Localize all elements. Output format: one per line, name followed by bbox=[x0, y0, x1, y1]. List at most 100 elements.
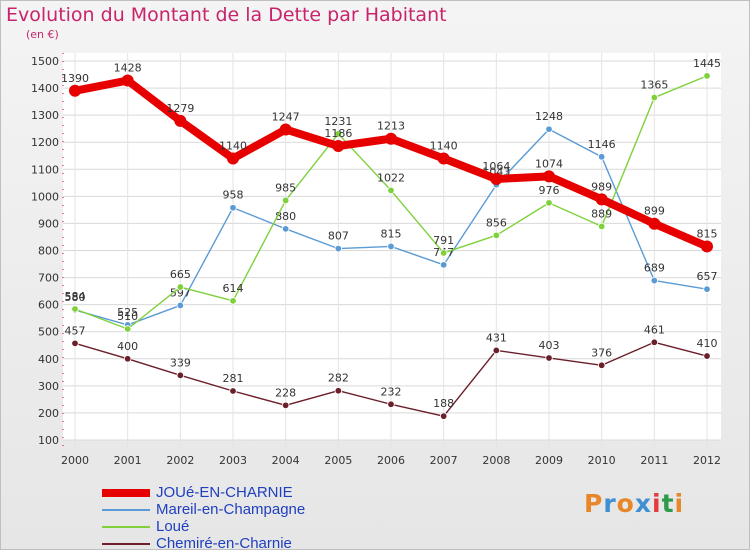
data-label: 1445 bbox=[693, 57, 721, 70]
x-tick-label: 2010 bbox=[588, 454, 616, 467]
data-point bbox=[650, 276, 659, 285]
data-point bbox=[545, 354, 553, 362]
data-point bbox=[545, 125, 553, 133]
data-point bbox=[176, 283, 185, 291]
chart-subtitle: (en €) bbox=[26, 28, 59, 41]
data-label: 525 bbox=[117, 306, 138, 319]
data-label: 1140 bbox=[430, 139, 458, 152]
data-label: 580 bbox=[65, 291, 86, 304]
legend-label-mareil: Mareil-en-Champagne bbox=[156, 501, 306, 518]
data-label: 1247 bbox=[272, 110, 300, 123]
legend-label-joue: JOUé-EN-CHARNIE bbox=[156, 484, 293, 501]
data-point bbox=[387, 186, 395, 195]
data-label: 457 bbox=[65, 324, 86, 337]
data-point bbox=[597, 153, 606, 161]
data-label: 228 bbox=[275, 386, 296, 399]
legend-item-chemire: Chemiré-en-Charnie bbox=[102, 535, 305, 552]
data-point bbox=[439, 412, 448, 420]
logo-letter: t bbox=[661, 489, 675, 518]
data-point bbox=[281, 225, 290, 233]
data-label: 1186 bbox=[324, 127, 352, 140]
data-point bbox=[71, 339, 79, 348]
y-tick-label: 800 bbox=[38, 245, 59, 258]
data-point bbox=[650, 338, 659, 346]
data-label: 976 bbox=[539, 184, 560, 197]
data-point bbox=[703, 72, 711, 80]
data-point bbox=[387, 400, 395, 408]
data-point bbox=[437, 152, 450, 165]
data-label: 889 bbox=[591, 207, 612, 220]
data-point bbox=[492, 231, 501, 240]
legend-item-loue: Loué bbox=[102, 518, 305, 535]
data-point bbox=[69, 84, 81, 97]
logo-letter: r bbox=[603, 489, 617, 518]
data-point bbox=[281, 196, 290, 205]
legend-swatch-chemire bbox=[102, 542, 150, 545]
data-point bbox=[334, 130, 343, 138]
data-label: 403 bbox=[539, 339, 560, 352]
data-point bbox=[332, 140, 345, 153]
y-tick-label: 1300 bbox=[31, 109, 59, 122]
y-tick-label: 500 bbox=[38, 326, 59, 339]
data-label: 1213 bbox=[377, 120, 405, 133]
data-point bbox=[334, 244, 343, 253]
data-label: 188 bbox=[433, 397, 454, 410]
y-tick-label: 900 bbox=[38, 217, 59, 230]
data-label: 689 bbox=[644, 262, 665, 275]
data-point bbox=[490, 173, 503, 186]
data-label: 1064 bbox=[482, 160, 510, 173]
logo-letter: P bbox=[584, 489, 604, 518]
data-label: 1231 bbox=[324, 115, 352, 128]
legend-item-mareil: Mareil-en-Champagne bbox=[102, 501, 305, 518]
data-label: 1365 bbox=[640, 79, 668, 92]
x-tick-label: 2003 bbox=[219, 454, 247, 467]
data-label: 958 bbox=[223, 189, 244, 202]
data-point bbox=[650, 93, 659, 102]
y-tick-label: 700 bbox=[38, 272, 59, 285]
data-label: 985 bbox=[275, 181, 296, 194]
x-tick-label: 2009 bbox=[535, 454, 563, 467]
chart-legend: JOUé-EN-CHARNIE Mareil-en-Champagne Loué… bbox=[102, 484, 305, 552]
data-label: 281 bbox=[223, 372, 244, 385]
data-point bbox=[281, 401, 290, 410]
data-label: 657 bbox=[697, 270, 718, 283]
x-tick-label: 2011 bbox=[640, 454, 668, 467]
data-point bbox=[174, 114, 187, 127]
data-label: 1074 bbox=[535, 157, 563, 170]
y-tick-label: 400 bbox=[38, 353, 59, 366]
data-point bbox=[123, 325, 132, 333]
x-tick-label: 2012 bbox=[693, 454, 721, 467]
data-point bbox=[229, 204, 237, 212]
x-tick-label: 2007 bbox=[430, 454, 458, 467]
y-tick-label: 200 bbox=[38, 407, 59, 420]
legend-item-joue: JOUé-EN-CHARNIE bbox=[102, 484, 305, 501]
legend-swatch-loue bbox=[102, 525, 150, 528]
legend-swatch-mareil bbox=[102, 508, 150, 511]
data-point bbox=[597, 222, 606, 231]
x-tick-label: 2008 bbox=[482, 454, 510, 467]
legend-label-loue: Loué bbox=[156, 518, 190, 535]
data-label: 510 bbox=[117, 310, 138, 323]
data-label: 791 bbox=[433, 234, 454, 247]
data-label: 815 bbox=[381, 227, 402, 240]
data-label: 339 bbox=[170, 356, 191, 369]
data-label: 584 bbox=[65, 290, 86, 303]
proxiti-logo: Proxiti bbox=[584, 489, 684, 518]
y-tick-label: 1200 bbox=[31, 136, 59, 149]
legend-swatch-joue bbox=[102, 488, 150, 497]
data-point bbox=[703, 285, 711, 293]
data-point bbox=[701, 240, 713, 253]
data-point bbox=[334, 387, 343, 395]
data-label: 461 bbox=[644, 323, 665, 336]
logo-letter: i bbox=[652, 489, 662, 518]
data-point bbox=[648, 217, 661, 230]
data-label: 376 bbox=[591, 346, 612, 359]
x-tick-label: 2005 bbox=[324, 454, 352, 467]
data-label: 880 bbox=[275, 210, 296, 223]
data-point bbox=[279, 123, 292, 136]
y-tick-label: 1000 bbox=[31, 190, 59, 203]
data-label: 410 bbox=[697, 337, 718, 350]
x-tick-label: 2001 bbox=[114, 454, 142, 467]
data-label: 989 bbox=[591, 180, 612, 193]
